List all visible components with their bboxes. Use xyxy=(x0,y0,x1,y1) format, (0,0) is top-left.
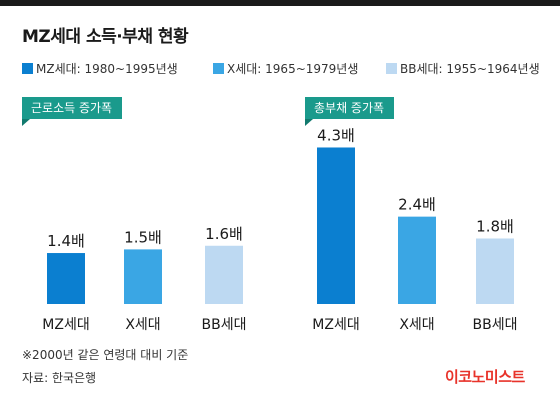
value-label-debt-mz: 4.3배 xyxy=(317,126,355,144)
footnote-basis: ※2000년 같은 연령대 대비 기준 xyxy=(22,348,189,362)
footnote-source: 자료: 한국은행 xyxy=(22,371,97,385)
legend-swatch-x xyxy=(213,63,224,74)
category-label-debt-bb: BB세대 xyxy=(473,317,518,333)
category-label-income-mz: MZ세대 xyxy=(42,317,89,333)
tag-income: 근로소득 증가폭 xyxy=(22,97,123,126)
legend-item-bb: BB세대: 1955~1964년생 xyxy=(386,60,540,77)
tag-debt: 총부채 증가폭 xyxy=(305,97,395,126)
legend-swatch-mz xyxy=(22,63,33,74)
legend-item-mz: MZ세대: 1980~1995년생 xyxy=(22,60,178,77)
bar-income-mz xyxy=(47,253,85,304)
publisher-logo: 이코노미스트 xyxy=(445,368,525,386)
category-label-income-x: X세대 xyxy=(125,317,160,333)
legend-swatch-bb xyxy=(386,63,397,74)
bar-debt-bb xyxy=(476,238,514,304)
category-label-debt-mz: MZ세대 xyxy=(312,317,359,333)
legend-label-mz: MZ세대: 1980~1995년생 xyxy=(36,62,178,76)
chart-title: MZ세대 소득·부채 현황 xyxy=(22,27,189,47)
value-label-debt-x: 2.4배 xyxy=(398,196,436,214)
bar-income-bb xyxy=(205,245,243,304)
value-label-income-mz: 1.4배 xyxy=(47,232,85,250)
legend-label-bb: BB세대: 1955~1964년생 xyxy=(400,62,540,76)
category-label-debt-x: X세대 xyxy=(399,317,434,333)
legend-item-x: X세대: 1965~1979년생 xyxy=(213,60,358,77)
bar-debt-x xyxy=(398,216,436,304)
value-label-income-x: 1.5배 xyxy=(124,228,162,246)
bar-debt-mz xyxy=(317,147,355,304)
value-label-income-bb: 1.6배 xyxy=(205,225,243,243)
value-label-debt-bb: 1.8배 xyxy=(476,217,514,235)
category-label-income-bb: BB세대 xyxy=(202,317,247,333)
bar-income-x xyxy=(124,249,162,304)
legend-label-x: X세대: 1965~1979년생 xyxy=(227,62,359,76)
top-border xyxy=(0,0,560,6)
